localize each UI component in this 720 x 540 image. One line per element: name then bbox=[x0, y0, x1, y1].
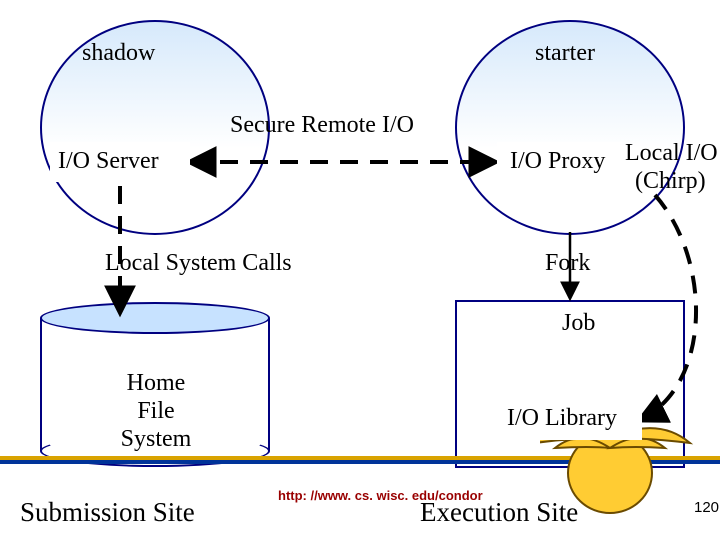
home-fs-cylinder-top bbox=[40, 302, 270, 334]
page-number: 120 bbox=[694, 499, 719, 516]
shadow-label: shadow bbox=[82, 40, 155, 67]
submission-site-label: Submission Site bbox=[20, 497, 195, 528]
io-proxy-label: I/O Proxy bbox=[510, 148, 605, 175]
fork-label: Fork bbox=[545, 250, 590, 277]
local-io-label-line2: (Chirp) bbox=[635, 168, 706, 195]
diagram-stage: shadow starter Secure Remote I/O I/O Ser… bbox=[0, 0, 720, 540]
local-system-calls-label: Local System Calls bbox=[105, 250, 292, 277]
home-fs-label-line3: System bbox=[86, 426, 226, 453]
home-fs-label-line1: Home bbox=[86, 370, 226, 397]
starter-label: starter bbox=[535, 40, 595, 67]
secure-remote-io-label: Secure Remote I/O bbox=[230, 112, 414, 139]
io-library-label: I/O Library bbox=[507, 405, 617, 432]
home-fs-label-line2: File bbox=[86, 398, 226, 425]
local-io-label-line1: Local I/O bbox=[625, 140, 718, 167]
io-server-label: I/O Server bbox=[58, 148, 159, 175]
footer-url: http: //www. cs. wisc. edu/condor bbox=[278, 488, 483, 503]
job-label: Job bbox=[562, 310, 595, 337]
